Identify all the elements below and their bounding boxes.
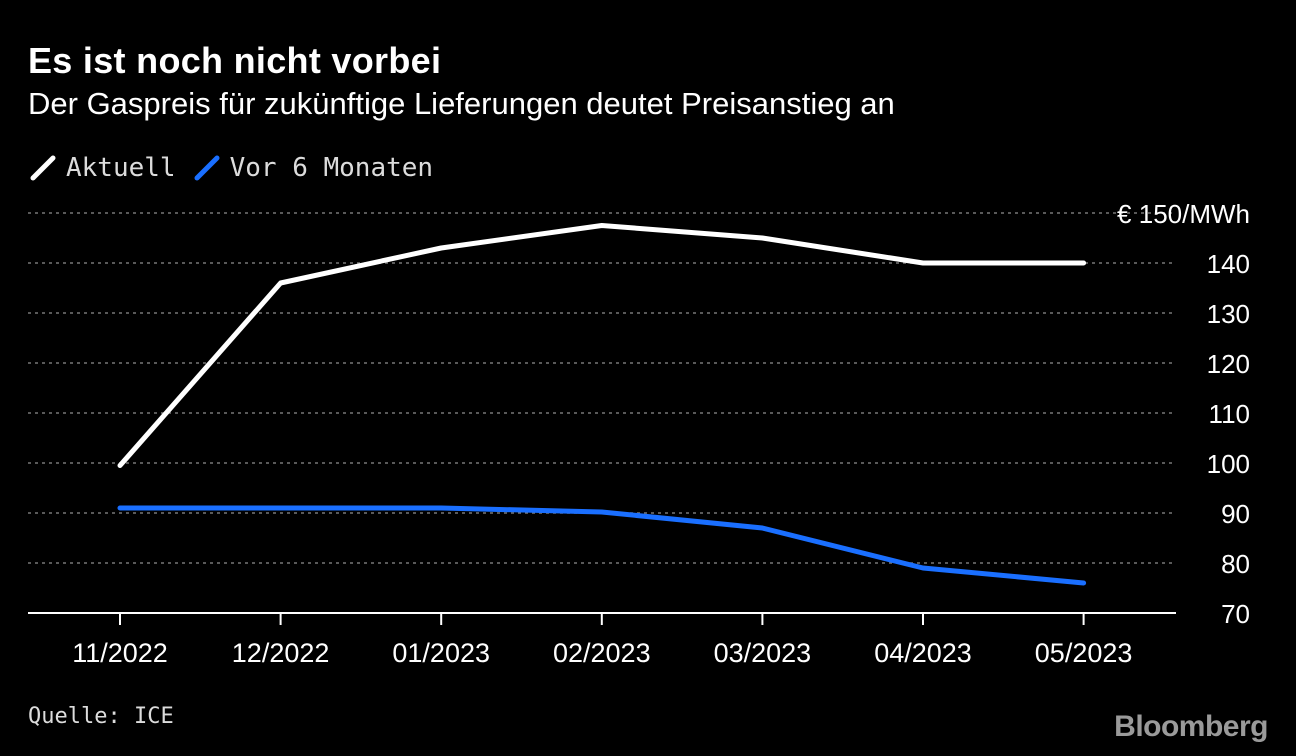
y-tick-label: 110 (1209, 399, 1250, 429)
y-tick-label: 70 (1221, 599, 1250, 629)
x-tick-label: 04/2023 (874, 638, 972, 668)
slash-line-icon (194, 155, 220, 181)
x-tick-label: 11/2022 (72, 638, 168, 668)
series-line-aktuell (117, 223, 1087, 468)
x-tick-label: 03/2023 (714, 638, 812, 668)
y-tick-label: 80 (1221, 549, 1250, 579)
chart-title: Es ist noch nicht vorbei (28, 40, 442, 81)
x-tick-label: 01/2023 (392, 638, 490, 668)
y-tick-label: 140 (1207, 249, 1250, 279)
legend-label-aktuell: Aktuell (66, 153, 176, 183)
legend-item-vor-6-monaten: Vor 6 Monaten (194, 153, 434, 183)
x-tick-label: 02/2023 (553, 638, 651, 668)
x-tick-label: 05/2023 (1035, 638, 1133, 668)
y-tick-label: 100 (1207, 449, 1250, 479)
y-tick-label: 120 (1207, 349, 1250, 379)
y-tick-label: 90 (1221, 499, 1250, 529)
y-tick-label: 130 (1207, 299, 1250, 329)
y-tick-label: € 150/MWh (1117, 199, 1250, 229)
legend-item-aktuell: Aktuell (30, 153, 176, 183)
x-tick-label: 12/2022 (232, 638, 330, 668)
legend: Aktuell Vor 6 Monaten (30, 150, 451, 186)
bloomberg-logo: Bloomberg (1114, 710, 1268, 743)
chart-subtitle: Der Gaspreis für zukünftige Lieferungen … (28, 86, 895, 121)
series-line-vor-6-monaten (117, 505, 1087, 586)
legend-label-vor-6-monaten: Vor 6 Monaten (229, 153, 434, 183)
source-note: Quelle: ICE (28, 704, 174, 729)
slash-line-icon (30, 155, 56, 181)
